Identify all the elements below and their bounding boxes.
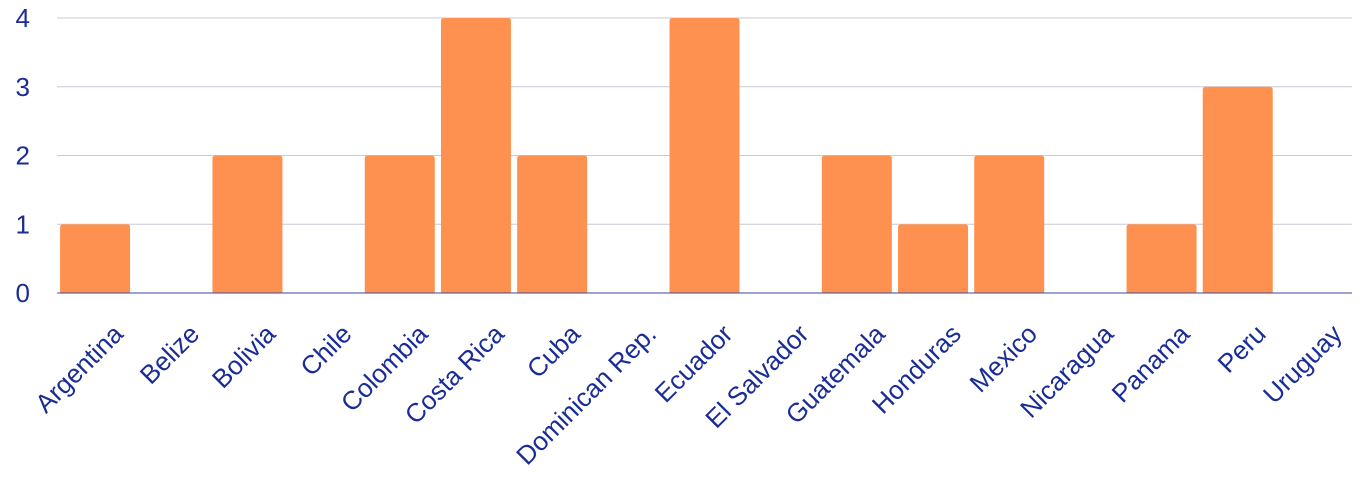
bar bbox=[974, 155, 1045, 293]
bar bbox=[821, 155, 892, 293]
x-tick-label: Dominican Rep. bbox=[510, 319, 662, 471]
bar bbox=[898, 224, 969, 293]
y-tick-label: 1 bbox=[16, 209, 30, 239]
bar bbox=[517, 155, 588, 293]
x-tick-label: Panama bbox=[1106, 318, 1196, 408]
x-tick-label: Bolivia bbox=[206, 318, 282, 394]
bar bbox=[440, 18, 511, 293]
y-tick-label: 0 bbox=[16, 278, 30, 308]
x-axis-ticks: Argentina Belize Bolivia ChileColombiaCosta… bbox=[29, 318, 1348, 470]
bar bbox=[212, 155, 283, 293]
bar bbox=[1126, 224, 1197, 293]
x-tick-label: Belize bbox=[134, 319, 205, 390]
y-tick-label: 3 bbox=[16, 72, 30, 102]
y-tick-label: 2 bbox=[16, 141, 30, 171]
bar bbox=[60, 224, 131, 293]
x-tick-label: Uruguay bbox=[1257, 319, 1348, 410]
bar bbox=[1202, 86, 1273, 293]
x-tick-label: Argentina bbox=[29, 318, 129, 418]
x-tick-label: Chile bbox=[294, 319, 357, 382]
bars bbox=[60, 18, 1273, 293]
bar bbox=[669, 18, 740, 293]
y-tick-label: 4 bbox=[16, 3, 30, 33]
x-tick-label: Peru bbox=[1212, 319, 1272, 379]
y-axis-ticks: 0 1 2 3 4 bbox=[16, 3, 30, 308]
bar bbox=[364, 155, 435, 293]
x-tick-label: Cuba bbox=[521, 318, 587, 384]
